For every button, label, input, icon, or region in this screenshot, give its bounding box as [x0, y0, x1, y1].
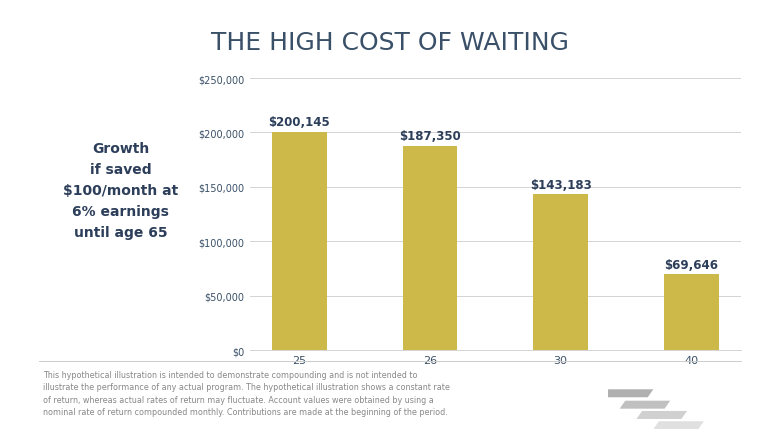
Bar — [272, 133, 327, 350]
Polygon shape — [636, 411, 687, 419]
Polygon shape — [619, 401, 670, 409]
Text: This hypothetical illustration is intended to demonstrate compounding and is not: This hypothetical illustration is intend… — [43, 370, 450, 417]
Text: Growth
if saved
$100/month at
6% earnings
until age 65: Growth if saved $100/month at 6% earning… — [63, 141, 179, 240]
Polygon shape — [603, 389, 654, 397]
Bar — [534, 195, 588, 350]
Text: $200,145: $200,145 — [268, 116, 330, 129]
Polygon shape — [654, 421, 704, 429]
Text: $187,350: $187,350 — [399, 130, 461, 143]
Text: THE HIGH COST OF WAITING: THE HIGH COST OF WAITING — [211, 31, 569, 55]
Text: $69,646: $69,646 — [665, 258, 718, 271]
Bar — [402, 147, 457, 350]
Text: $143,183: $143,183 — [530, 178, 591, 191]
Bar — [664, 275, 718, 350]
